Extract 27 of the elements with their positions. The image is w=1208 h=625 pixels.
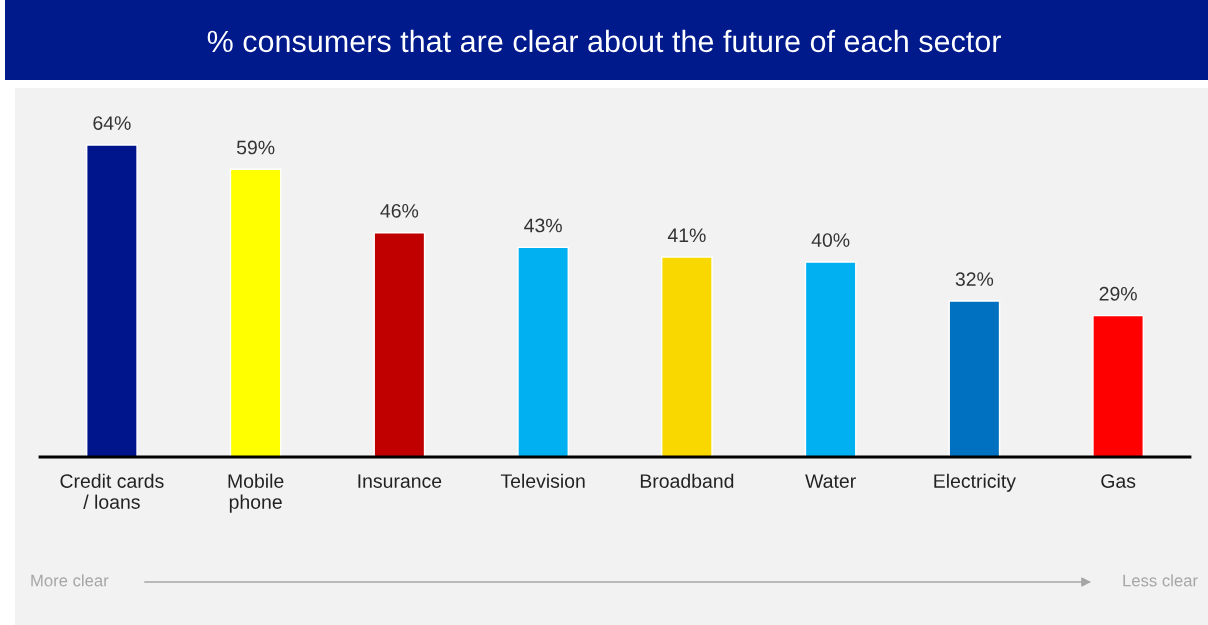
bar bbox=[804, 261, 857, 457]
bar bbox=[661, 256, 713, 457]
x-tick-label: Credit cards / loans bbox=[60, 473, 164, 509]
data-label: 40% bbox=[811, 233, 850, 247]
x-tick-label: Television bbox=[500, 473, 585, 488]
bar bbox=[86, 144, 138, 457]
data-label: 59% bbox=[236, 140, 275, 155]
bar bbox=[1092, 314, 1144, 457]
bar bbox=[948, 300, 1001, 457]
x-tick-label: Mobile phone bbox=[228, 473, 284, 513]
x-tick-label: Gas bbox=[1101, 474, 1136, 488]
data-label: 41% bbox=[667, 228, 706, 243]
x-tick-label: Electricity bbox=[934, 473, 1016, 492]
bar bbox=[373, 232, 426, 457]
data-label: 32% bbox=[955, 272, 994, 287]
data-label: 64% bbox=[93, 116, 131, 130]
x-tick-label: Water bbox=[805, 474, 856, 488]
bar bbox=[229, 168, 282, 457]
x-tick-label: Broadband bbox=[640, 473, 734, 488]
text: Less clear bbox=[1123, 574, 1198, 587]
bar bbox=[517, 246, 569, 457]
data-label: 43% bbox=[524, 218, 562, 233]
data-label: 46% bbox=[380, 203, 419, 218]
data-label: 29% bbox=[1099, 286, 1137, 301]
chart-title: % consumers that are clear about the future of each sector bbox=[207, 29, 1001, 53]
x-tick-label: Insurance bbox=[358, 474, 442, 488]
text: More clear bbox=[31, 574, 109, 587]
